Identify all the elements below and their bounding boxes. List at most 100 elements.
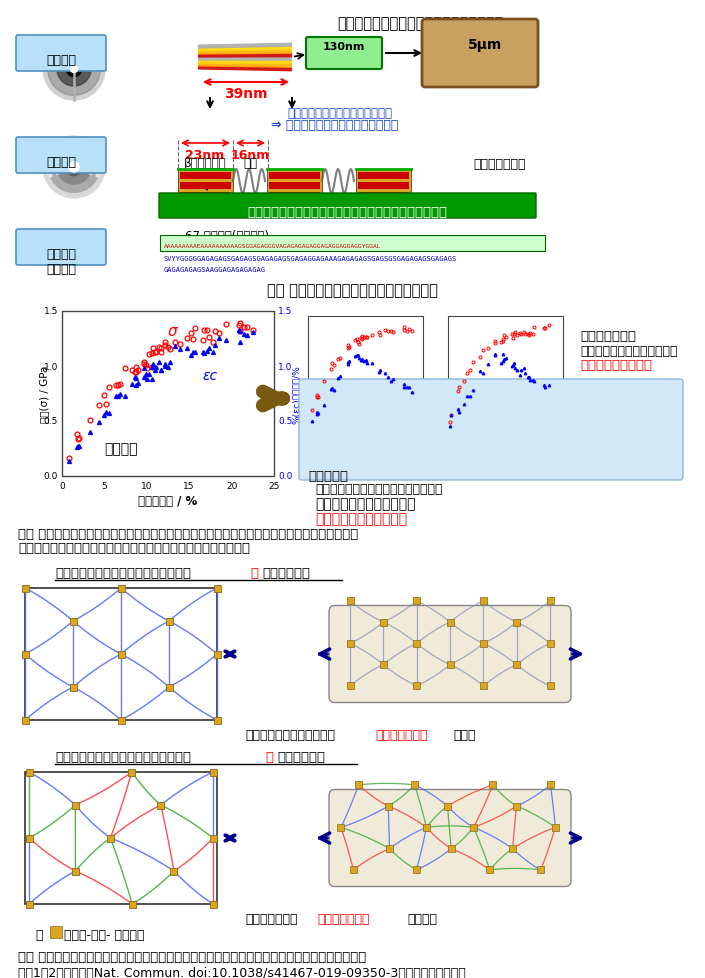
- Text: βシート結晶: βシート結晶: [184, 156, 226, 170]
- Bar: [546, 641, 553, 647]
- Bar: [25, 773, 217, 904]
- Text: 10: 10: [141, 481, 152, 491]
- Text: 1.0: 1.0: [44, 362, 58, 371]
- Text: 高: 高: [250, 566, 258, 579]
- Bar: [178, 170, 233, 213]
- Text: 5μm: 5μm: [468, 38, 502, 52]
- Text: 5: 5: [102, 481, 107, 491]
- Bar: [72, 867, 79, 874]
- Circle shape: [43, 39, 105, 101]
- Text: GAGAGAGAGSAAGGAGAGAGAGAG: GAGAGAGAGSAAGGAGAGAGAGAG: [164, 267, 266, 273]
- Bar: [448, 845, 455, 852]
- Text: 結晶構造: 結晶構造: [46, 156, 76, 169]
- Bar: [413, 867, 420, 873]
- Text: 0.5: 0.5: [278, 417, 293, 426]
- Bar: [546, 683, 553, 689]
- Bar: [118, 585, 125, 592]
- Bar: [358, 193, 409, 200]
- Text: 試料ひずみ / %: 試料ひずみ / %: [138, 495, 197, 508]
- Circle shape: [48, 44, 100, 96]
- Circle shape: [66, 63, 82, 77]
- Bar: [118, 650, 125, 658]
- Text: 野蚕: 野蚕: [498, 403, 513, 416]
- FancyBboxPatch shape: [16, 138, 106, 174]
- Bar: [269, 193, 320, 200]
- FancyBboxPatch shape: [16, 36, 106, 72]
- Bar: [386, 845, 393, 852]
- Bar: [166, 618, 173, 625]
- Bar: [62, 312, 274, 476]
- Bar: [209, 834, 216, 842]
- Text: 1.5: 1.5: [278, 307, 293, 316]
- Bar: [214, 585, 221, 592]
- Bar: [128, 769, 135, 776]
- Text: （応力不均一分布）: （応力不均一分布）: [580, 359, 652, 372]
- Text: カイコシルク：非晶長さの不揃いな: カイコシルク：非晶長さの不揃いな: [55, 750, 191, 763]
- Bar: [486, 867, 494, 873]
- Text: カイコ: カイコ: [354, 403, 376, 416]
- Bar: [70, 684, 77, 690]
- Text: 秩序階層構造: 秩序階層構造: [277, 750, 325, 763]
- Bar: [180, 183, 231, 190]
- Bar: [413, 641, 420, 647]
- Text: ミノムシ：: ミノムシ：: [308, 469, 348, 482]
- Bar: [346, 641, 353, 647]
- Circle shape: [43, 137, 105, 199]
- Bar: [358, 202, 409, 210]
- Text: 図２ 延伸過程で生じる構造変化の追跡から明らかとなったミノムシシルクの優れた応力分布と: 図２ 延伸過程で生じる構造変化の追跡から明らかとなったミノムシシルクの優れた応力…: [18, 527, 358, 541]
- Bar: [70, 618, 77, 625]
- Text: 階層構造: 階層構造: [46, 54, 76, 67]
- Text: 図３ ミノムシシルクおよびカイコシルクの構造モデル（左）と延伸時の構造変化のモデル（右）: 図３ ミノムシシルクおよびカイコシルクの構造モデル（左）と延伸時の構造変化のモデ…: [18, 950, 367, 963]
- Text: ⇒ 結晶・非晶の各相厚に分離成功！: ⇒ 結晶・非晶の各相厚に分離成功！: [271, 119, 399, 132]
- Bar: [537, 867, 544, 873]
- Text: AAAAAAAAAEAAAAAAAAAAGSGGAGAGGGVAGAGAGAGAGGAGAGGAGGAGGYGGAL: AAAAAAAAAEAAAAAAAAAAGSGGAGAGGGVAGAGAGAGA…: [164, 244, 381, 248]
- Bar: [350, 867, 357, 873]
- Bar: [480, 641, 487, 647]
- Text: 秩序階層構造: 秩序階層構造: [262, 566, 310, 579]
- Text: 周期構造から成るナノフィブリルの集合体: 周期構造から成るナノフィブリルの集合体: [337, 16, 503, 31]
- Bar: [21, 650, 28, 658]
- Bar: [358, 173, 409, 180]
- Text: が顕著化: が顕著化: [407, 912, 437, 925]
- Bar: [160, 236, 545, 251]
- Bar: [413, 598, 420, 604]
- Text: 67 アミノ酸(結晶領域): 67 アミノ酸(結晶領域): [185, 230, 269, 243]
- Bar: [214, 717, 221, 724]
- Text: その高い持続性（ならびに、カイコ、野蚕シルクとの比較）: その高い持続性（ならびに、カイコ、野蚕シルクとの比較）: [18, 542, 250, 555]
- Bar: [50, 926, 62, 938]
- Text: 応力不均一分布: 応力不均一分布: [317, 912, 369, 925]
- Text: 1.0: 1.0: [278, 362, 293, 371]
- Text: 23nm: 23nm: [185, 149, 225, 161]
- Text: 0: 0: [59, 481, 65, 491]
- Text: 1.5: 1.5: [44, 307, 58, 316]
- FancyBboxPatch shape: [329, 789, 571, 887]
- Bar: [166, 684, 173, 690]
- Bar: [180, 173, 231, 180]
- Bar: [269, 173, 320, 180]
- Text: ナノフィブリル: ナノフィブリル: [474, 157, 526, 171]
- Text: 15: 15: [183, 481, 195, 491]
- FancyBboxPatch shape: [299, 379, 683, 480]
- Bar: [547, 781, 554, 788]
- Bar: [444, 803, 451, 810]
- Bar: [380, 661, 387, 668]
- Text: 結晶は弾性域でのみ力を担う: 結晶は弾性域でのみ力を担う: [580, 344, 678, 358]
- Bar: [513, 619, 520, 626]
- Text: （図1、2は吉岡ら、Nat. Commun. doi:10.1038/s41467-019-09350-3より引用したものを: （図1、2は吉岡ら、Nat. Commun. doi:10.1038/s4146…: [18, 966, 466, 978]
- Bar: [358, 183, 409, 190]
- Bar: [308, 317, 423, 426]
- Circle shape: [57, 53, 91, 87]
- Bar: [446, 619, 453, 626]
- Text: SVYYGGGGGAGAGAGSGAGAGSGAGAGAGSGAGAGGAGAAAGAGAGAGSGAGSGSGAGAGAGSGAGAGS: SVYYGGGGGAGAGAGSGAGAGSGAGAGAGSGAGAGGAGAA…: [164, 255, 458, 262]
- Bar: [546, 598, 553, 604]
- Bar: [423, 824, 430, 831]
- Text: アミノ酸
特徴配列: アミノ酸 特徴配列: [46, 247, 76, 276]
- Text: 16nm: 16nm: [231, 149, 269, 161]
- Text: 39nm: 39nm: [224, 87, 268, 101]
- Bar: [129, 901, 136, 908]
- Bar: [470, 824, 477, 831]
- Bar: [209, 769, 216, 776]
- Text: 結晶、-ＷＷ- 非晶　）: 結晶、-ＷＷ- 非晶 ）: [64, 928, 145, 941]
- Circle shape: [69, 162, 79, 173]
- Bar: [118, 717, 125, 724]
